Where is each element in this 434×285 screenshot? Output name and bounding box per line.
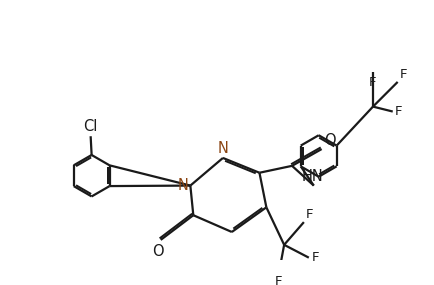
Text: F: F [311, 251, 318, 264]
Text: O: O [152, 244, 164, 259]
Text: F: F [305, 208, 312, 221]
Text: O: O [323, 133, 335, 148]
Text: HN: HN [301, 169, 323, 184]
Text: N: N [217, 141, 228, 156]
Text: F: F [274, 275, 281, 285]
Text: N: N [177, 178, 188, 193]
Text: Cl: Cl [83, 119, 98, 134]
Text: F: F [368, 76, 376, 89]
Text: F: F [399, 68, 406, 81]
Text: F: F [395, 105, 402, 118]
